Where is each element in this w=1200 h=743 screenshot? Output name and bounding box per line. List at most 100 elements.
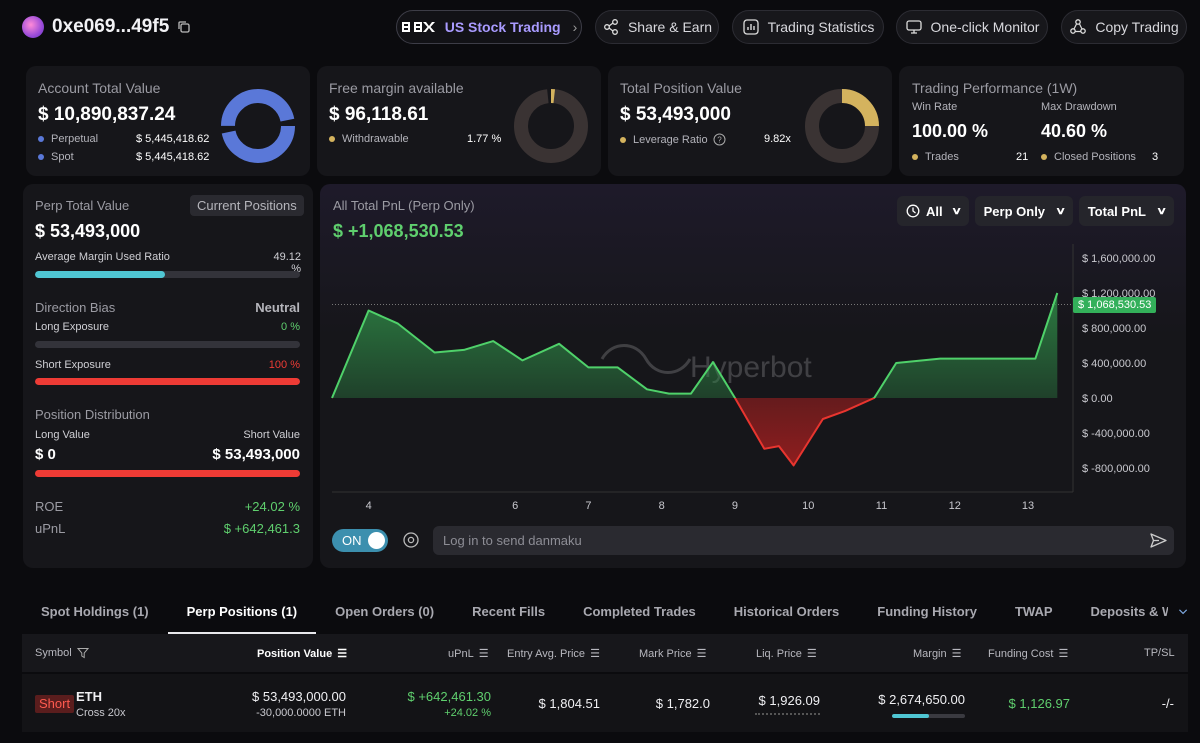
max-drawdown-value: 40.60 % [1041, 121, 1108, 141]
roe-label: ROE [35, 499, 64, 514]
wallet-address: 0xe069...49f5 [52, 16, 170, 37]
pnl-chart-panel: All Total PnL (Perp Only) $ +1,068,530.5… [320, 184, 1186, 568]
positive-area [332, 293, 1058, 398]
upnl-percent: +24.02 % [444, 707, 491, 719]
leverage-legend: Leverage Ratio ? [620, 133, 726, 146]
header-funding-cost[interactable]: Funding Cost ☰ [988, 647, 1069, 661]
help-icon[interactable]: ? [713, 133, 726, 146]
bottom-tabs: Spot Holdings (1) Perp Positions (1) Ope… [22, 590, 1188, 634]
positive-region [331, 292, 1059, 398]
sort-icon: ☰ [1058, 648, 1069, 660]
liq-price: $ 1,926.09 [758, 693, 820, 708]
closed-positions-value: 3 [1152, 151, 1159, 163]
clock-icon [906, 204, 920, 218]
header-liq-price[interactable]: Liq. Price ☰ [756, 647, 817, 661]
tab-completed-trades[interactable]: Completed Trades [583, 604, 696, 619]
spot-value: $ 5,445,418.62 [136, 151, 210, 163]
header-margin[interactable]: Margin ☰ [913, 647, 962, 661]
chevron-down-icon[interactable] [1178, 607, 1188, 617]
short-value-label: Short Value [243, 429, 300, 441]
header-upnl[interactable]: uPnL ☰ [448, 647, 489, 661]
trading-statistics-button[interactable]: Trading Statistics [732, 10, 884, 44]
trading-statistics-label: Trading Statistics [767, 19, 875, 35]
short-value: $ 53,493,000 [212, 446, 300, 463]
trades-value: 21 [1016, 151, 1029, 163]
direction-bias-label: Direction Bias [35, 300, 116, 315]
upnl-value: $ +642,461.3 [223, 521, 300, 536]
share-icon [604, 19, 618, 35]
pnl-areas [331, 292, 1059, 467]
copy-trading-button[interactable]: Copy Trading [1061, 10, 1187, 44]
chevron-down-icon: ∨ [1055, 205, 1067, 217]
withdrawable-value: 1.77 % [467, 133, 502, 145]
share-earn-button[interactable]: Share & Earn [595, 10, 719, 44]
one-click-monitor-button[interactable]: One-click Monitor [896, 10, 1048, 44]
settings-icon[interactable] [402, 531, 420, 549]
mark-price: $ 1,782.0 [655, 696, 710, 711]
perp-summary-panel: Perp Total Value Current Positions $ 53,… [23, 184, 313, 568]
current-positions-button[interactable]: Current Positions [190, 195, 304, 216]
header-symbol: Symbol [35, 647, 89, 659]
us-stock-trading-button[interactable]: US Stock Trading › [396, 10, 582, 44]
tab-historical-orders[interactable]: Historical Orders [733, 604, 840, 619]
copy-icon[interactable] [177, 20, 191, 34]
header-position-value[interactable]: Position Value ☰ [257, 647, 348, 661]
danmaku-input[interactable]: Log in to send danmaku [433, 526, 1174, 555]
y-tick-label: $ -400,000.00 [1082, 428, 1150, 440]
trading-performance-card: Trading Performance (1W) Win Rate 100.00… [899, 66, 1184, 176]
table-row[interactable]: Short ETH Cross 20x $ 53,493,000.00 -30,… [22, 674, 1188, 732]
margin-ratio-bar [35, 271, 300, 278]
tab-spot-holdings[interactable]: Spot Holdings (1) [41, 604, 149, 619]
send-icon[interactable] [1149, 531, 1168, 550]
sort-icon: ☰ [478, 648, 489, 660]
tab-funding-history[interactable]: Funding History [877, 604, 977, 619]
margin-fill [892, 714, 929, 718]
total-position-card: Total Position Value $ 53,493,000 Levera… [608, 66, 892, 176]
monitor-icon [905, 20, 922, 34]
pnl-value: $ +1,068,530.53 [333, 221, 464, 241]
account-total-card: Account Total Value $ 10,890,837.24 Perp… [26, 66, 310, 176]
position-value: $ 53,493,000.00 [252, 689, 346, 704]
filter-icon[interactable] [76, 647, 89, 659]
danmaku-toggle[interactable]: ON [332, 529, 388, 552]
short-exposure-bar [35, 378, 300, 385]
perp-filter-label: Perp Only [983, 203, 1046, 219]
pnl-type-dropdown[interactable]: Total PnL ∨ [1079, 196, 1174, 226]
upnl-label: uPnL [35, 521, 66, 536]
margin: $ 2,674,650.00 [878, 692, 965, 707]
chevron-right-icon: › [572, 19, 578, 35]
perp-filter-dropdown[interactable]: Perp Only ∨ [975, 196, 1073, 226]
header-tpsl: TP/SL [1144, 647, 1175, 659]
tab-open-orders[interactable]: Open Orders (0) [335, 604, 435, 619]
pnl-area-chart: Hyperbot $ 1,600,000.00$ 1,200,000.00$ 8… [331, 244, 1155, 512]
tab-deposits-withdraw[interactable]: Deposits & Withdraw [1090, 604, 1168, 619]
current-value-tag: $ 1,068,530.53 [1073, 296, 1157, 313]
trades-legend: Trades [912, 151, 959, 163]
symbol[interactable]: ETH [76, 689, 102, 704]
margin-ratio-label: Average Margin Used Ratio [35, 251, 170, 263]
win-rate-label: Win Rate [912, 101, 958, 113]
x-tick-label: 11 [876, 500, 887, 512]
header-entry-price[interactable]: Entry Avg. Price ☰ [507, 647, 600, 661]
tab-twap[interactable]: TWAP [1014, 604, 1053, 619]
x-tick-label: 10 [802, 500, 814, 512]
header-mark-price[interactable]: Mark Price ☰ [639, 647, 707, 661]
position-size: -30,000.0000 ETH [256, 707, 346, 719]
tab-perp-positions[interactable]: Perp Positions (1) [167, 590, 317, 634]
pnl-title: All Total PnL (Perp Only) [333, 198, 475, 213]
side-badge: Short [35, 695, 75, 713]
tab-recent-fills[interactable]: Recent Fills [472, 604, 546, 619]
y-tick-label: $ 800,000.00 [1082, 323, 1146, 335]
total-position-label: Total Position Value [620, 80, 742, 96]
time-filter-dropdown[interactable]: All ∨ [897, 196, 969, 226]
long-value-label: Long Value [35, 429, 90, 441]
pnl-grid [332, 244, 1074, 493]
position-distribution-bar [35, 470, 300, 477]
avatar [22, 16, 44, 38]
bbx-logo-icon [401, 22, 435, 32]
total-position-value: $ 53,493,000 [620, 104, 731, 125]
pnl-type-label: Total PnL [1087, 203, 1146, 219]
margin-donut-chart [514, 89, 588, 163]
x-tick-label: 8 [659, 500, 665, 512]
wallet-address-group: 0xe069...49f5 [22, 16, 191, 38]
